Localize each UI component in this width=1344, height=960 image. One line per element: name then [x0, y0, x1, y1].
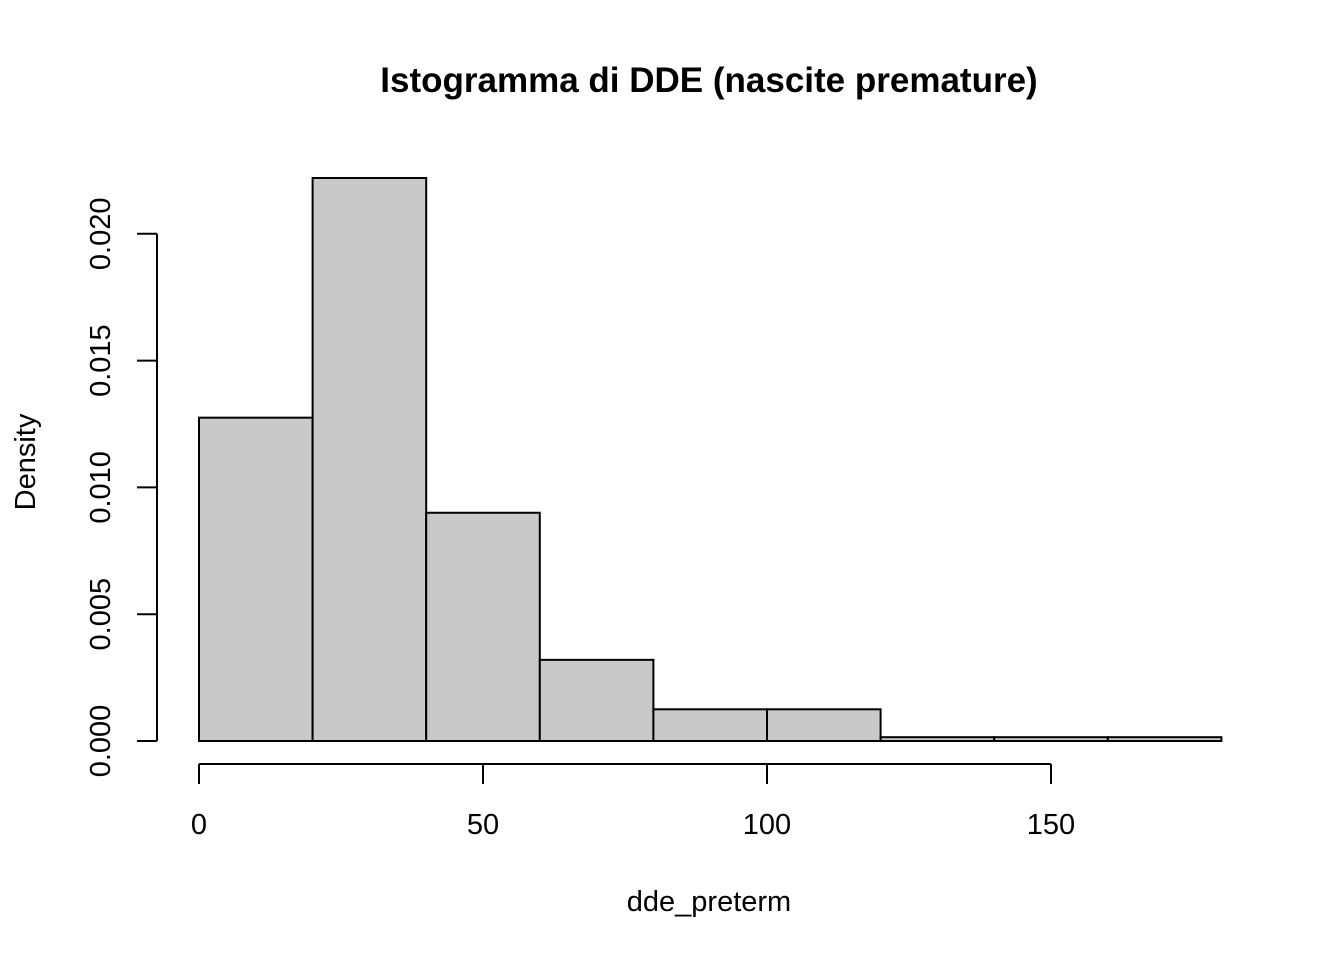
y-axis: 0.000 0.005 0.010 0.015 0.020 [85, 198, 158, 778]
histogram-bars [198, 177, 1223, 743]
y-tick-label: 0.005 [85, 578, 117, 651]
x-tick-label: 0 [191, 809, 207, 841]
x-tick-label: 50 [467, 809, 499, 841]
histogram-bar [652, 708, 769, 742]
y-tick-label: 0.020 [85, 198, 117, 271]
x-axis: 0 50 100 150 [191, 763, 1075, 841]
x-tick-label: 150 [1027, 809, 1075, 841]
x-tick-label: 100 [743, 809, 791, 841]
histogram-bar [766, 708, 882, 742]
histogram-bar [993, 736, 1109, 742]
histogram-bar [425, 511, 541, 743]
histogram-bar [311, 177, 428, 742]
x-axis-label: dde_preterm [627, 886, 791, 918]
histogram-bar [879, 736, 996, 742]
y-tick-label: 0.015 [85, 324, 117, 397]
y-tick-label: 0.010 [85, 451, 117, 524]
chart-title: Istogramma di DDE (nascite premature) [380, 61, 1037, 100]
histogram-bar [1106, 736, 1223, 742]
y-tick-label: 0.000 [85, 705, 117, 778]
histogram-bar [538, 658, 655, 743]
histogram-bar [198, 416, 314, 742]
y-axis-label: Density [10, 413, 42, 510]
